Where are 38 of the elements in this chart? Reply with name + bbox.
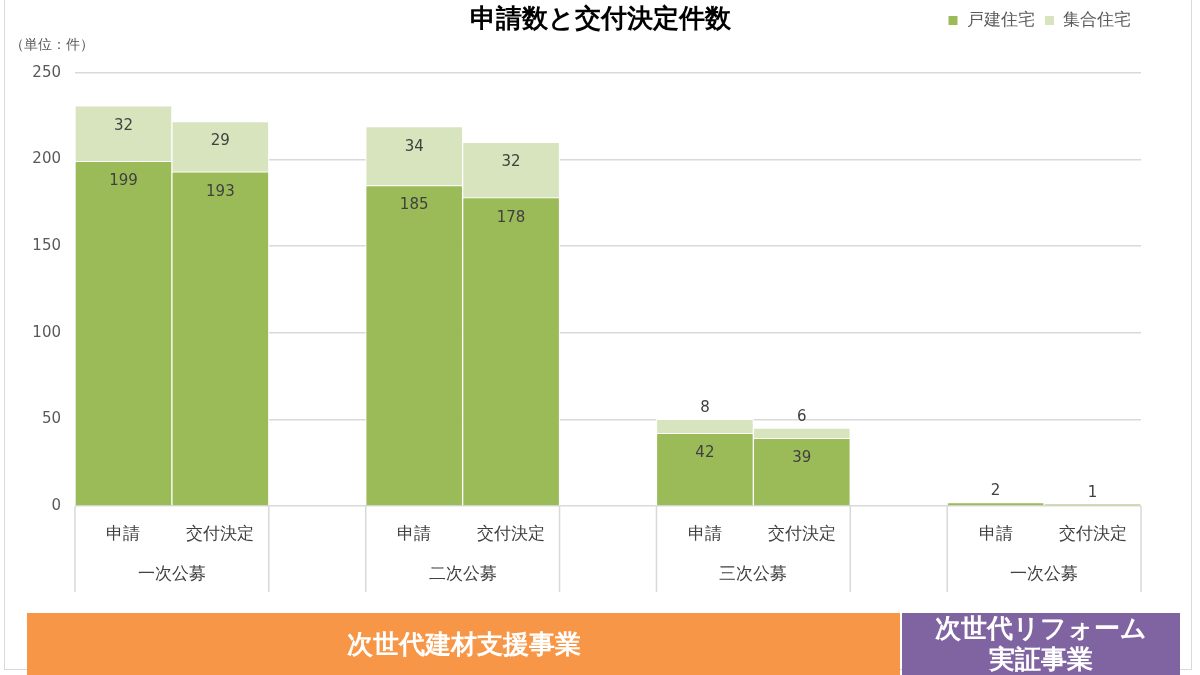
data-label: 42 <box>695 443 715 462</box>
data-label: 29 <box>210 131 230 150</box>
data-label: 34 <box>404 136 424 155</box>
y-tick-label: 200 <box>32 149 61 168</box>
x-tick-label: 申請 <box>397 522 432 543</box>
y-axis-title: （単位：件） <box>10 35 94 52</box>
data-label: 8 <box>700 398 710 417</box>
data-label: 39 <box>792 448 812 467</box>
x-tick-label: 交付決定 <box>1058 522 1127 543</box>
data-label: 178 <box>496 207 526 226</box>
data-label: 32 <box>501 152 521 171</box>
y-tick-label: 0 <box>51 495 61 514</box>
data-label: 32 <box>113 115 133 134</box>
text: 二次公募 <box>428 563 497 584</box>
x-tick-label: 交付決定 <box>767 522 836 543</box>
data-label: 6 <box>797 406 807 425</box>
x-tick-label: 申請 <box>106 522 141 543</box>
legend-label: 戸建住宅 <box>966 8 1035 29</box>
x-tick-label: 交付決定 <box>186 522 255 543</box>
y-tick-label: 100 <box>32 322 61 341</box>
data-label: 199 <box>109 171 138 190</box>
y-tick-label: 250 <box>32 62 61 81</box>
data-label: 193 <box>206 181 235 200</box>
data-label: 2 <box>990 481 1001 500</box>
data-label: 1 <box>1087 483 1098 502</box>
chart-title: 申請数と交付決定件数 <box>469 3 731 33</box>
legend-label: 集合住宅 <box>1063 8 1131 29</box>
banner: 次世代建材支援事業 <box>27 613 900 675</box>
banner: 次世代リフォーム実証事業 <box>902 613 1180 675</box>
text: 一次公募 <box>137 563 206 584</box>
x-tick-label: 交付決定 <box>477 522 546 543</box>
data-label: 185 <box>399 195 429 214</box>
text: 三次公募 <box>719 563 788 584</box>
x-tick-label: 申請 <box>978 522 1013 543</box>
y-tick-label: 150 <box>32 236 61 255</box>
text: 一次公募 <box>1010 563 1079 584</box>
y-tick-label: 50 <box>41 409 61 428</box>
x-tick-label: 申請 <box>687 522 722 543</box>
